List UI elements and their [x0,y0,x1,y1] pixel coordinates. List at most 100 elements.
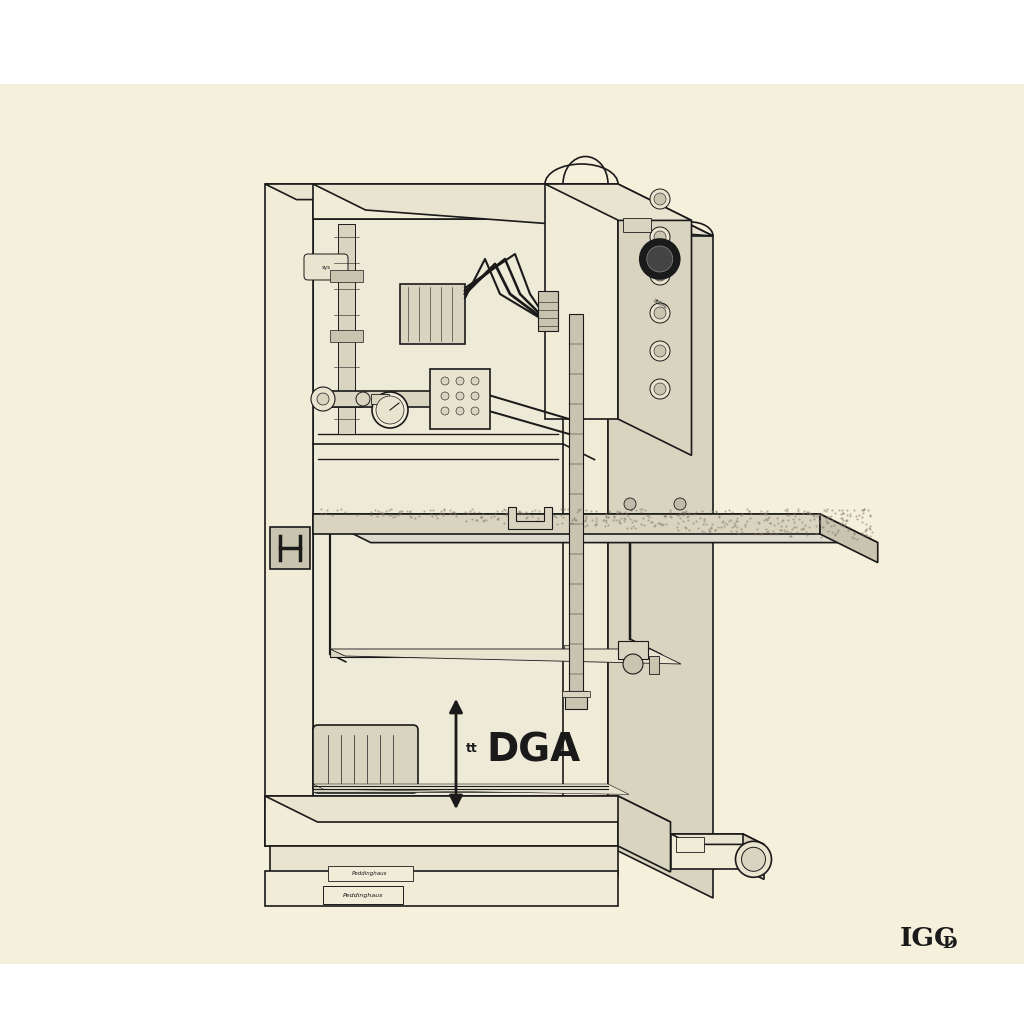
Bar [330,649,650,657]
Point [460,505,476,521]
Point [825,517,842,534]
Point [623,502,639,518]
Point [796,503,812,519]
Point [782,523,799,540]
Point [758,506,774,522]
Point [773,522,790,539]
Point [401,503,418,519]
Point [546,508,562,524]
Point [518,510,535,526]
Point [313,502,330,518]
Point [836,505,852,521]
Circle shape [456,407,464,415]
Point [675,513,691,529]
Point [693,523,710,540]
Point [823,518,840,535]
Point [544,502,560,518]
Point [435,507,452,523]
Point [846,524,862,541]
Bar [328,866,413,881]
Point [753,526,769,543]
Polygon shape [508,507,552,529]
Circle shape [441,392,449,400]
Point [862,528,879,545]
Circle shape [471,407,479,415]
Point [369,508,385,524]
Point [566,510,583,526]
Circle shape [640,239,680,279]
Point [696,513,713,529]
Point [408,510,424,526]
Point [568,504,585,520]
Circle shape [654,383,666,395]
Point [329,502,345,518]
Point [632,501,648,517]
Point [808,525,824,542]
Point [717,503,733,519]
Circle shape [650,227,670,247]
Point [728,519,744,536]
Point [819,514,836,530]
Point [792,511,808,527]
Point [760,522,776,539]
Point [736,516,753,532]
Point [543,504,559,520]
Point [610,504,627,520]
Point [670,519,686,536]
Point [802,505,818,521]
Point [538,512,554,528]
Point [663,509,679,525]
Point [824,524,841,541]
Polygon shape [330,649,681,664]
Point [754,524,770,541]
Point [471,504,487,520]
Point [861,507,878,523]
Point [763,525,779,542]
Point [510,503,526,519]
Point [457,504,473,520]
Point [742,505,759,521]
Point [686,506,702,522]
Point [623,519,639,536]
Circle shape [650,379,670,399]
Point [794,514,810,530]
Point [411,508,427,524]
Bar [270,846,618,876]
Point [596,511,612,527]
Point [719,516,735,532]
Point [721,502,737,518]
Point [401,504,418,520]
Point [687,504,703,520]
Point [759,512,775,528]
Point [824,502,841,518]
Bar [371,394,389,404]
Point [637,502,653,518]
Point [762,514,778,530]
Point [833,517,849,534]
Point [849,530,865,547]
Point [834,515,850,531]
Point [717,515,733,531]
Point [598,509,614,525]
Point [681,521,697,538]
Bar [649,656,659,674]
Point [417,503,433,519]
Point [737,518,754,535]
Point [507,505,523,521]
Circle shape [654,345,666,357]
Point [538,506,554,522]
Circle shape [456,392,464,400]
Bar [265,184,313,846]
Point [800,527,816,544]
Point [713,519,729,536]
Point [662,504,678,520]
Point [858,527,874,544]
Point [556,501,572,517]
Point [517,504,534,520]
Point [584,511,600,527]
Point [821,509,838,525]
Point [362,504,379,520]
Point [475,506,492,522]
Point [671,522,687,539]
Point [333,501,349,517]
